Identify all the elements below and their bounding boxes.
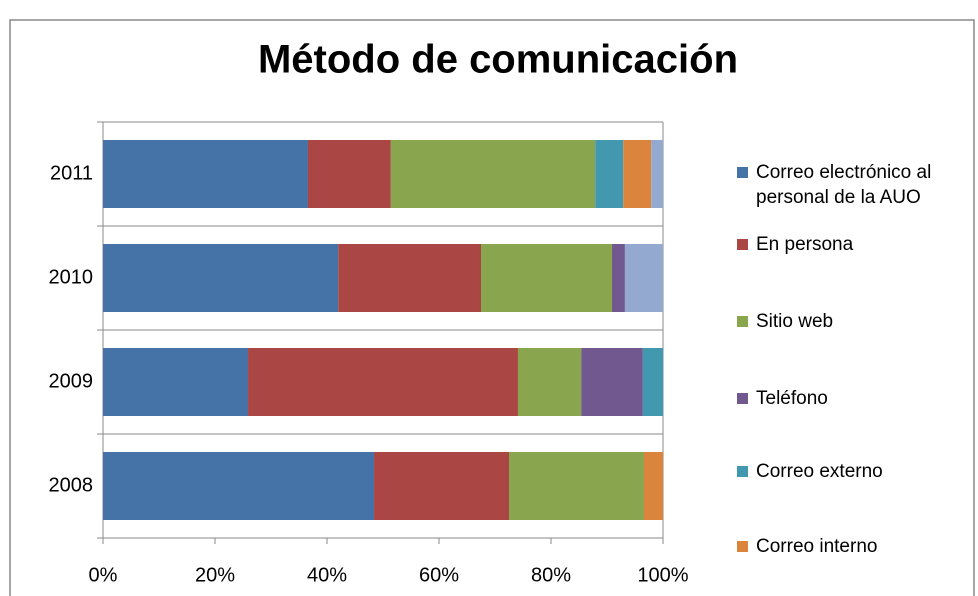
- x-tick-label: 40%: [307, 564, 347, 586]
- bar-segment: [307, 140, 391, 208]
- bar-segment: [595, 140, 624, 208]
- legend-label: Correo externo: [756, 461, 883, 482]
- legend: Correo electrónico al personal de la AUO…: [737, 160, 977, 559]
- legend-swatch: [737, 466, 748, 477]
- bar-segment: [248, 348, 518, 416]
- bar-segment: [103, 452, 375, 520]
- bar-segment: [103, 348, 249, 416]
- legend-item: Correo interno: [737, 534, 977, 559]
- legend-swatch: [737, 239, 748, 250]
- bar-segment: [642, 348, 663, 416]
- x-tick-label: 0%: [89, 564, 118, 586]
- chart-title: Método de comunicación: [258, 38, 738, 82]
- legend-label: Correo electrónico al personal de la AUO: [756, 162, 932, 208]
- bar-segment: [390, 140, 596, 208]
- legend-item: Correo externo: [737, 459, 977, 484]
- bar-segment: [612, 244, 625, 312]
- x-tick-label: 20%: [195, 564, 235, 586]
- legend-label: En persona: [756, 234, 854, 255]
- x-tick-label: 100%: [637, 564, 688, 586]
- bar-segment: [103, 244, 339, 312]
- legend-item: Sitio web: [737, 309, 977, 334]
- y-tick-label: 2010: [49, 266, 94, 288]
- legend-swatch: [737, 316, 748, 327]
- x-tick-label: 80%: [531, 564, 571, 586]
- legend-item: Teléfono: [737, 386, 977, 411]
- legend-swatch: [737, 541, 748, 552]
- bar-segment: [624, 244, 663, 312]
- y-tick-label: 2008: [49, 474, 94, 496]
- bar-segment: [517, 348, 582, 416]
- bar-segment: [338, 244, 481, 312]
- legend-label: Sitio web: [756, 311, 834, 332]
- bar-segment: [481, 244, 613, 312]
- bar-segment: [651, 140, 663, 208]
- legend-swatch: [737, 167, 748, 178]
- x-tick-label: 60%: [419, 564, 459, 586]
- bar-segment: [643, 452, 663, 520]
- y-tick-label: 2011: [50, 162, 93, 184]
- legend-item: En persona: [737, 232, 977, 257]
- y-tick-label: 2009: [49, 370, 94, 392]
- legend-label: Teléfono: [756, 388, 828, 409]
- legend-swatch: [737, 393, 748, 404]
- bar-segment: [623, 140, 652, 208]
- legend-label: Correo interno: [756, 536, 878, 557]
- bar-segment: [581, 348, 643, 416]
- bar-segment: [103, 140, 308, 208]
- legend-item: Correo electrónico al personal de la AUO: [737, 160, 977, 210]
- bar-segment: [374, 452, 509, 520]
- bar-segment: [509, 452, 644, 520]
